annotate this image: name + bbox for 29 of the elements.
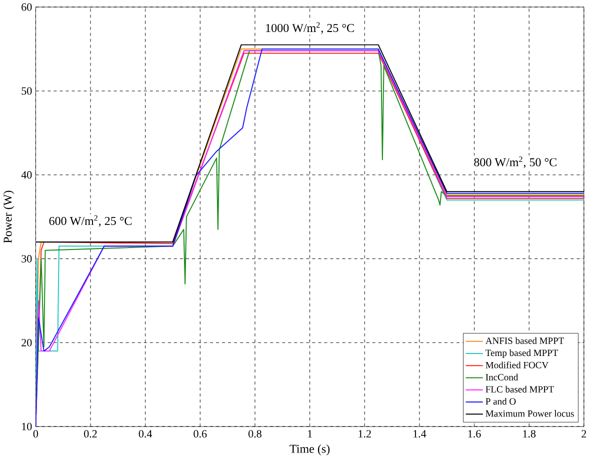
x-tick-label: 0	[33, 430, 38, 438]
y-tick-label: 20	[22, 339, 32, 347]
legend-label: Maximum Power locus	[486, 410, 574, 417]
x-tick-label: 0.4	[138, 430, 152, 438]
annotation: 800 W/m$^{2}$, 50 °C	[474, 156, 556, 168]
annotation: 1000 W/m$^{2}$, 25 °C	[266, 22, 354, 34]
y-tick-label: 10	[22, 422, 32, 430]
annotation: 600 W/m$^{2}$, 25 °C	[49, 215, 132, 227]
legend-label: FLC based MPPT	[486, 386, 554, 393]
x-tick-label: 1.8	[523, 430, 536, 438]
y-axis-title: Power (W)	[3, 190, 14, 244]
x-tick-label: 0.8	[248, 430, 262, 438]
x-tick-label: 1	[308, 430, 312, 438]
y-tick-label: 60	[22, 3, 32, 11]
legend-label: ANFIS based MPPT	[485, 337, 564, 344]
x-tick-label: 1.6	[468, 430, 481, 438]
y-tick-label: 40	[21, 171, 32, 179]
x-tick-label: 0.6	[194, 430, 207, 438]
y-tick-label: 30	[22, 255, 32, 263]
x-axis-title: Time (s)	[290, 444, 330, 456]
x-tick-label: 1.4	[414, 430, 426, 438]
legend-label: IncCond	[486, 374, 518, 381]
x-tick-label: 0.2	[84, 430, 97, 438]
legend-label: P and O	[486, 398, 516, 405]
x-tick-label: 2	[582, 430, 586, 438]
legend-label: Temp based MPPT	[486, 350, 558, 358]
y-tick-label: 50	[22, 87, 32, 95]
legend-label: Modified FOCV	[486, 362, 548, 368]
x-tick-label: 1.2	[358, 430, 371, 438]
